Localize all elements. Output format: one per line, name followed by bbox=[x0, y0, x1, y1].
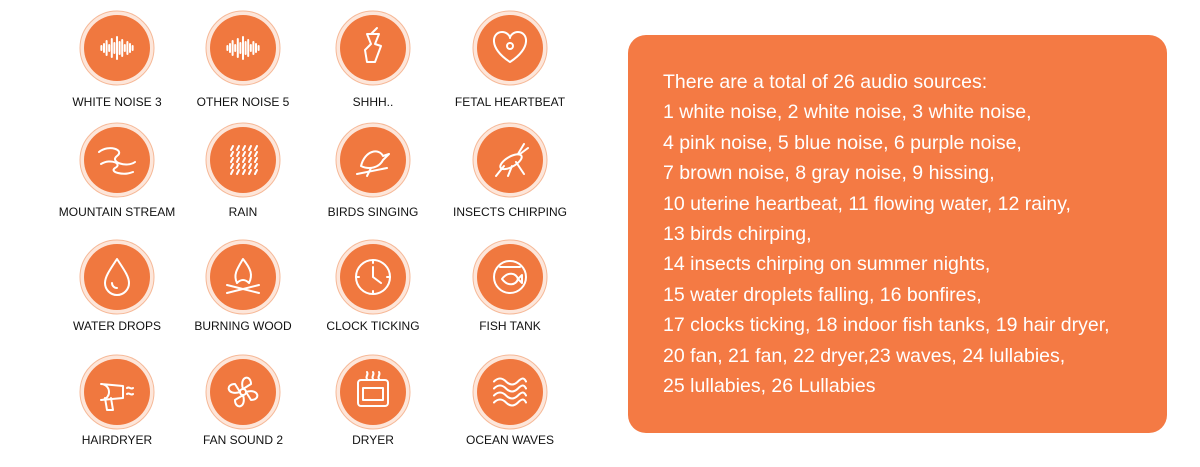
icon-label: OCEAN WAVES bbox=[466, 433, 554, 447]
icon-glyph bbox=[104, 258, 130, 296]
icon-glyph bbox=[355, 259, 391, 295]
icon-circle bbox=[84, 127, 150, 193]
icon-glyph bbox=[230, 145, 258, 175]
icon-label: WHITE NOISE 3 bbox=[72, 95, 162, 109]
description-panel: There are a total of 26 audio sources: 1 … bbox=[628, 35, 1167, 433]
icon-circle bbox=[84, 359, 150, 425]
description-line: 17 clocks ticking, 18 indoor fish tanks,… bbox=[663, 314, 1110, 337]
icon-label: SHHH.. bbox=[353, 95, 394, 109]
icon-glyph bbox=[98, 147, 136, 175]
description-line: 15 water droplets falling, 16 bonfires, bbox=[663, 283, 982, 306]
icon-glyph bbox=[357, 371, 389, 407]
description-line: 13 birds chirping, bbox=[663, 223, 812, 246]
icon-label: HAIRDRYER bbox=[82, 433, 153, 447]
icon-label: DRYER bbox=[352, 433, 394, 447]
description-line: 20 fan, 21 fan, 22 dryer,23 waves, 24 lu… bbox=[663, 344, 1066, 367]
icon-glyph bbox=[227, 376, 259, 408]
icon-glyph bbox=[493, 31, 527, 63]
icon-circle bbox=[84, 244, 150, 310]
icon-circle bbox=[477, 127, 543, 193]
icon-glyph bbox=[495, 143, 529, 177]
icon-label: WATER DROPS bbox=[73, 319, 161, 333]
icon-glyph bbox=[226, 258, 260, 294]
icon-circle bbox=[210, 359, 276, 425]
description-line: 10 uterine heartbeat, 11 flowing water, … bbox=[663, 192, 1071, 215]
icon-label: INSECTS CHIRPING bbox=[453, 205, 567, 219]
description-line: 14 insects chirping on summer nights, bbox=[663, 253, 991, 276]
icon-glyph bbox=[100, 383, 134, 411]
icon-label: BIRDS SINGING bbox=[328, 205, 419, 219]
icon-glyph bbox=[356, 150, 390, 177]
icon-glyph bbox=[493, 377, 527, 407]
icon-label: BURNING WOOD bbox=[194, 319, 292, 333]
icon-label: RAIN bbox=[229, 205, 258, 219]
description-line: 7 brown noise, 8 gray noise, 9 hissing, bbox=[663, 162, 995, 185]
icon-circle bbox=[477, 244, 543, 310]
icon-label: FISH TANK bbox=[479, 319, 541, 333]
icon-circle bbox=[340, 127, 406, 193]
icon-label: CLOCK TICKING bbox=[326, 319, 419, 333]
icon-grid: WHITE NOISE 3 OTHER NOISE 5 SHHH.. FETAL HE… bbox=[59, 10, 567, 447]
icon-glyph bbox=[226, 36, 260, 60]
icon-circle bbox=[340, 359, 406, 425]
icon-label: MOUNTAIN STREAM bbox=[59, 205, 175, 219]
description-line: There are a total of 26 audio sources: bbox=[663, 71, 988, 93]
icon-label: FAN SOUND 2 bbox=[203, 433, 283, 447]
icon-label: FETAL HEARTBEAT bbox=[455, 95, 566, 109]
icon-circle bbox=[210, 244, 276, 310]
icon-glyph bbox=[493, 260, 527, 294]
icon-label: OTHER NOISE 5 bbox=[197, 95, 290, 109]
description-line: 1 white noise, 2 white noise, 3 white no… bbox=[663, 101, 1032, 124]
icon-glyph bbox=[364, 27, 382, 63]
description-line: 4 pink noise, 5 blue noise, 6 purple noi… bbox=[663, 131, 1022, 154]
icon-glyph bbox=[100, 36, 134, 60]
description-line: 25 lullabies, 26 Lullabies bbox=[663, 375, 876, 398]
icon-circle bbox=[340, 15, 406, 81]
